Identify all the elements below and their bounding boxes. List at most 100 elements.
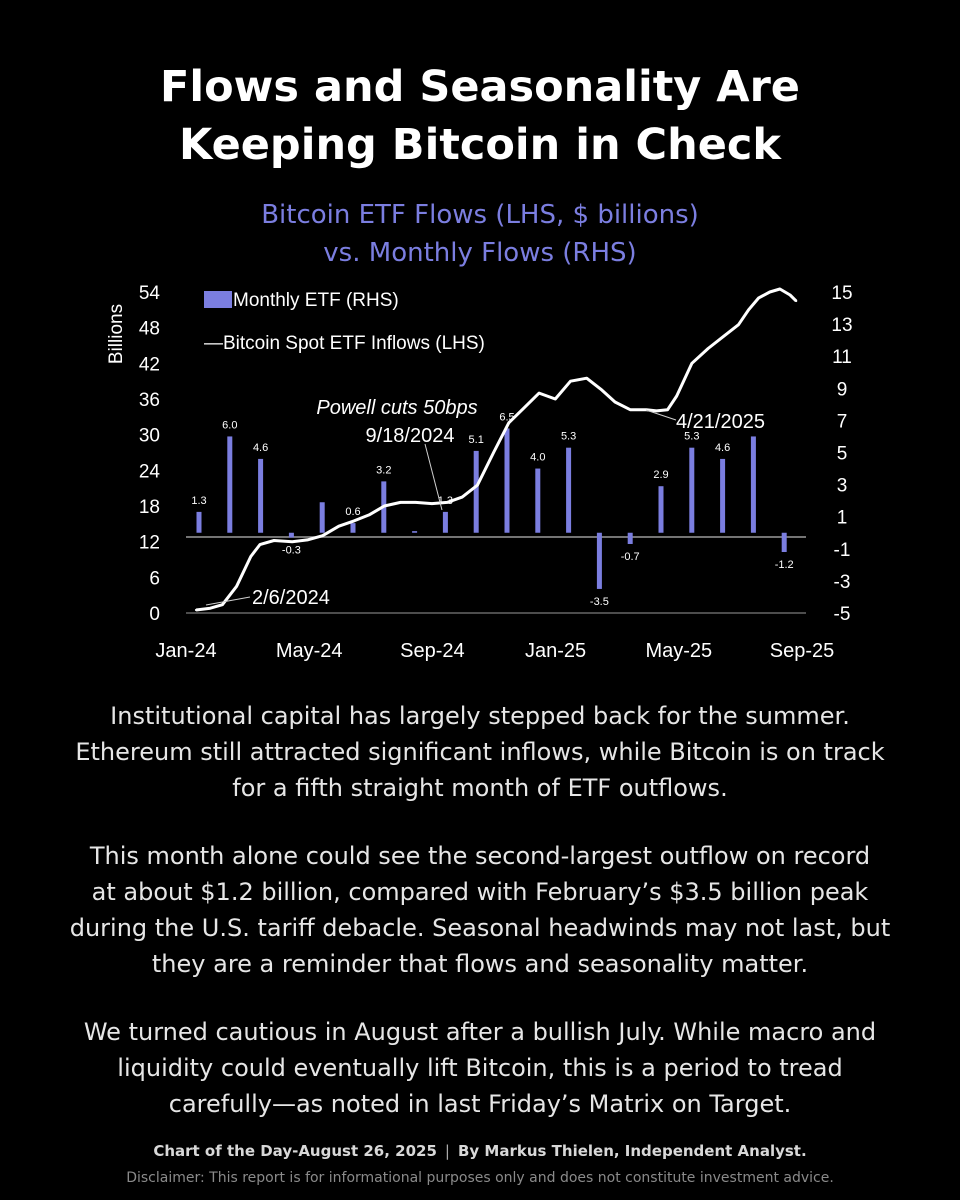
line-point: [235, 585, 238, 588]
line-point: [569, 379, 572, 383]
bar-data-label: -0.3: [282, 545, 301, 557]
line-point: [461, 495, 464, 499]
right-tick-label: -5: [834, 604, 851, 625]
line-point: [352, 519, 356, 523]
left-tick-label: 12: [139, 533, 160, 554]
annotation-date-2024-09-18: 9/18/2024: [366, 425, 455, 447]
left-tick-label: 0: [149, 604, 160, 625]
paragraph-2: This month alone could see the second-la…: [0, 838, 960, 982]
chart-subtitle-line-2: vs. Monthly Flows (RHS): [323, 238, 637, 268]
line-point: [337, 525, 340, 528]
right-tick-label: 15: [831, 283, 852, 304]
bar-Oct-24: [473, 450, 479, 533]
x-axis-ticks: Jan-24 May-24 Sep-24 Jan-25 May-25 Sep-25: [155, 640, 834, 662]
line-point: [747, 308, 750, 312]
bar-Jan-25: [566, 447, 572, 533]
bar-data-label: 4.6: [715, 442, 730, 454]
line-point: [757, 296, 760, 300]
bar-Feb-25: [596, 532, 602, 589]
line-point: [675, 394, 678, 398]
line-point: [272, 539, 276, 542]
chart-title-line-1: Flows and Seasonality Are: [160, 62, 800, 112]
bar-data-label: -0.7: [621, 551, 640, 563]
line-point: [321, 534, 324, 537]
line-point: [492, 451, 495, 454]
chart-title-line-2: Keeping Bitcoin in Check: [179, 120, 781, 170]
footer-chart-of-the-day: Chart of the Day-August 26, 2025: [153, 1142, 437, 1160]
right-tick-label: 11: [832, 347, 852, 368]
left-tick-label: 30: [139, 426, 160, 447]
right-axis-ticks: 15 13 11 9 7 5 3 1 -1 -3 -5: [831, 283, 852, 625]
bar-Jun-25: [720, 458, 726, 533]
line-point: [655, 409, 658, 413]
bar-Jul-25: [750, 436, 756, 533]
x-tick-label: Jan-24: [155, 640, 216, 662]
bar-Mar-25: [627, 532, 633, 544]
paragraph-3: We turned cautious in August after a bul…: [0, 1014, 960, 1122]
line-point: [585, 376, 588, 380]
paragraph-1-line-3: for a fifth straight month of ETF outflo…: [232, 774, 728, 802]
bar-Nov-24: [504, 428, 510, 533]
chart-title: Flows and Seasonality Are Keeping Bitcoi…: [0, 58, 960, 174]
line-point: [794, 299, 798, 303]
bar-data-label: 4.0: [530, 452, 545, 464]
paragraph-3-line-2: liquidity could eventually lift Bitcoin,…: [117, 1054, 843, 1082]
right-tick-label: 5: [837, 444, 848, 465]
line-point: [249, 555, 252, 558]
line-point: [537, 391, 541, 395]
bar-data-label: 5.3: [561, 431, 576, 443]
line-point: [600, 388, 604, 392]
annotation-leader-2024-02-06: [205, 596, 251, 606]
y-axis-label: Billions: [106, 304, 127, 364]
line-point: [706, 347, 710, 350]
bar-May-24: [319, 502, 325, 533]
line-point: [554, 397, 557, 401]
chart-subtitle: Bitcoin ETF Flows (LHS, $ billions) vs. …: [0, 196, 960, 272]
bar-data-label: 6.0: [222, 419, 237, 431]
line-point: [522, 406, 526, 410]
bar-Jun-24: [350, 523, 356, 533]
chart-subtitle-line-1: Bitcoin ETF Flows (LHS, $ billions): [261, 200, 699, 230]
line-point: [430, 502, 434, 505]
bar-May-25: [689, 447, 695, 533]
paragraph-2-line-4: they are a reminder that flows and seaso…: [151, 950, 809, 978]
bar-series: [196, 428, 787, 589]
paragraph-2-line-1: This month alone could see the second-la…: [89, 842, 871, 870]
line-point: [383, 504, 386, 508]
x-tick-label: Sep-24: [400, 640, 465, 662]
right-tick-label: 3: [837, 476, 848, 497]
x-tick-label: Sep-25: [770, 640, 835, 662]
paragraph-3-line-3: carefully—as noted in last Friday’s Matr…: [168, 1090, 792, 1118]
legend-bar-label: Monthly ETF (RHS): [233, 290, 399, 311]
paragraph-2-line-3: during the U.S. tariff debacle. Seasonal…: [69, 914, 891, 942]
annotation-leader-2024-09-18: [424, 443, 443, 511]
x-tick-label: May-25: [645, 640, 712, 662]
left-tick-label: 18: [139, 497, 160, 518]
paragraph-1-line-1: Institutional capital has largely steppe…: [110, 702, 850, 730]
line-point: [291, 540, 294, 543]
disclaimer: Disclaimer: This report is for informati…: [126, 1170, 834, 1186]
left-tick-label: 42: [139, 354, 160, 375]
line-point: [367, 513, 371, 517]
right-tick-label: 1: [837, 508, 848, 529]
line-point: [628, 408, 632, 411]
line-point: [788, 293, 792, 297]
annotation-date-2025-04-21: 4/21/2025: [676, 411, 765, 433]
bar-data-label: 2.9: [653, 469, 668, 481]
left-tick-label: 24: [139, 461, 161, 482]
left-tick-label: 36: [139, 390, 160, 411]
line-point: [414, 501, 417, 504]
bar-Feb-24: [227, 436, 233, 533]
line-point: [306, 538, 309, 542]
x-tick-label: May-24: [276, 640, 343, 662]
right-tick-label: -1: [834, 540, 851, 561]
line-point: [666, 408, 669, 411]
chart-annotations: Powell cuts 50bps 9/18/2024 2/6/2024 4/2…: [205, 397, 765, 609]
legend-line-label: —Bitcoin Spot ETF Inflows (LHS): [204, 333, 485, 354]
chart-legend: Monthly ETF (RHS) —Bitcoin Spot ETF Infl…: [204, 290, 485, 354]
line-point: [194, 608, 198, 612]
bar-Dec-24: [535, 468, 541, 533]
bar-Apr-24: [288, 532, 294, 538]
line-point: [221, 603, 224, 606]
paragraph-2-line-2: at about $1.2 billion, compared with Feb…: [91, 878, 869, 906]
